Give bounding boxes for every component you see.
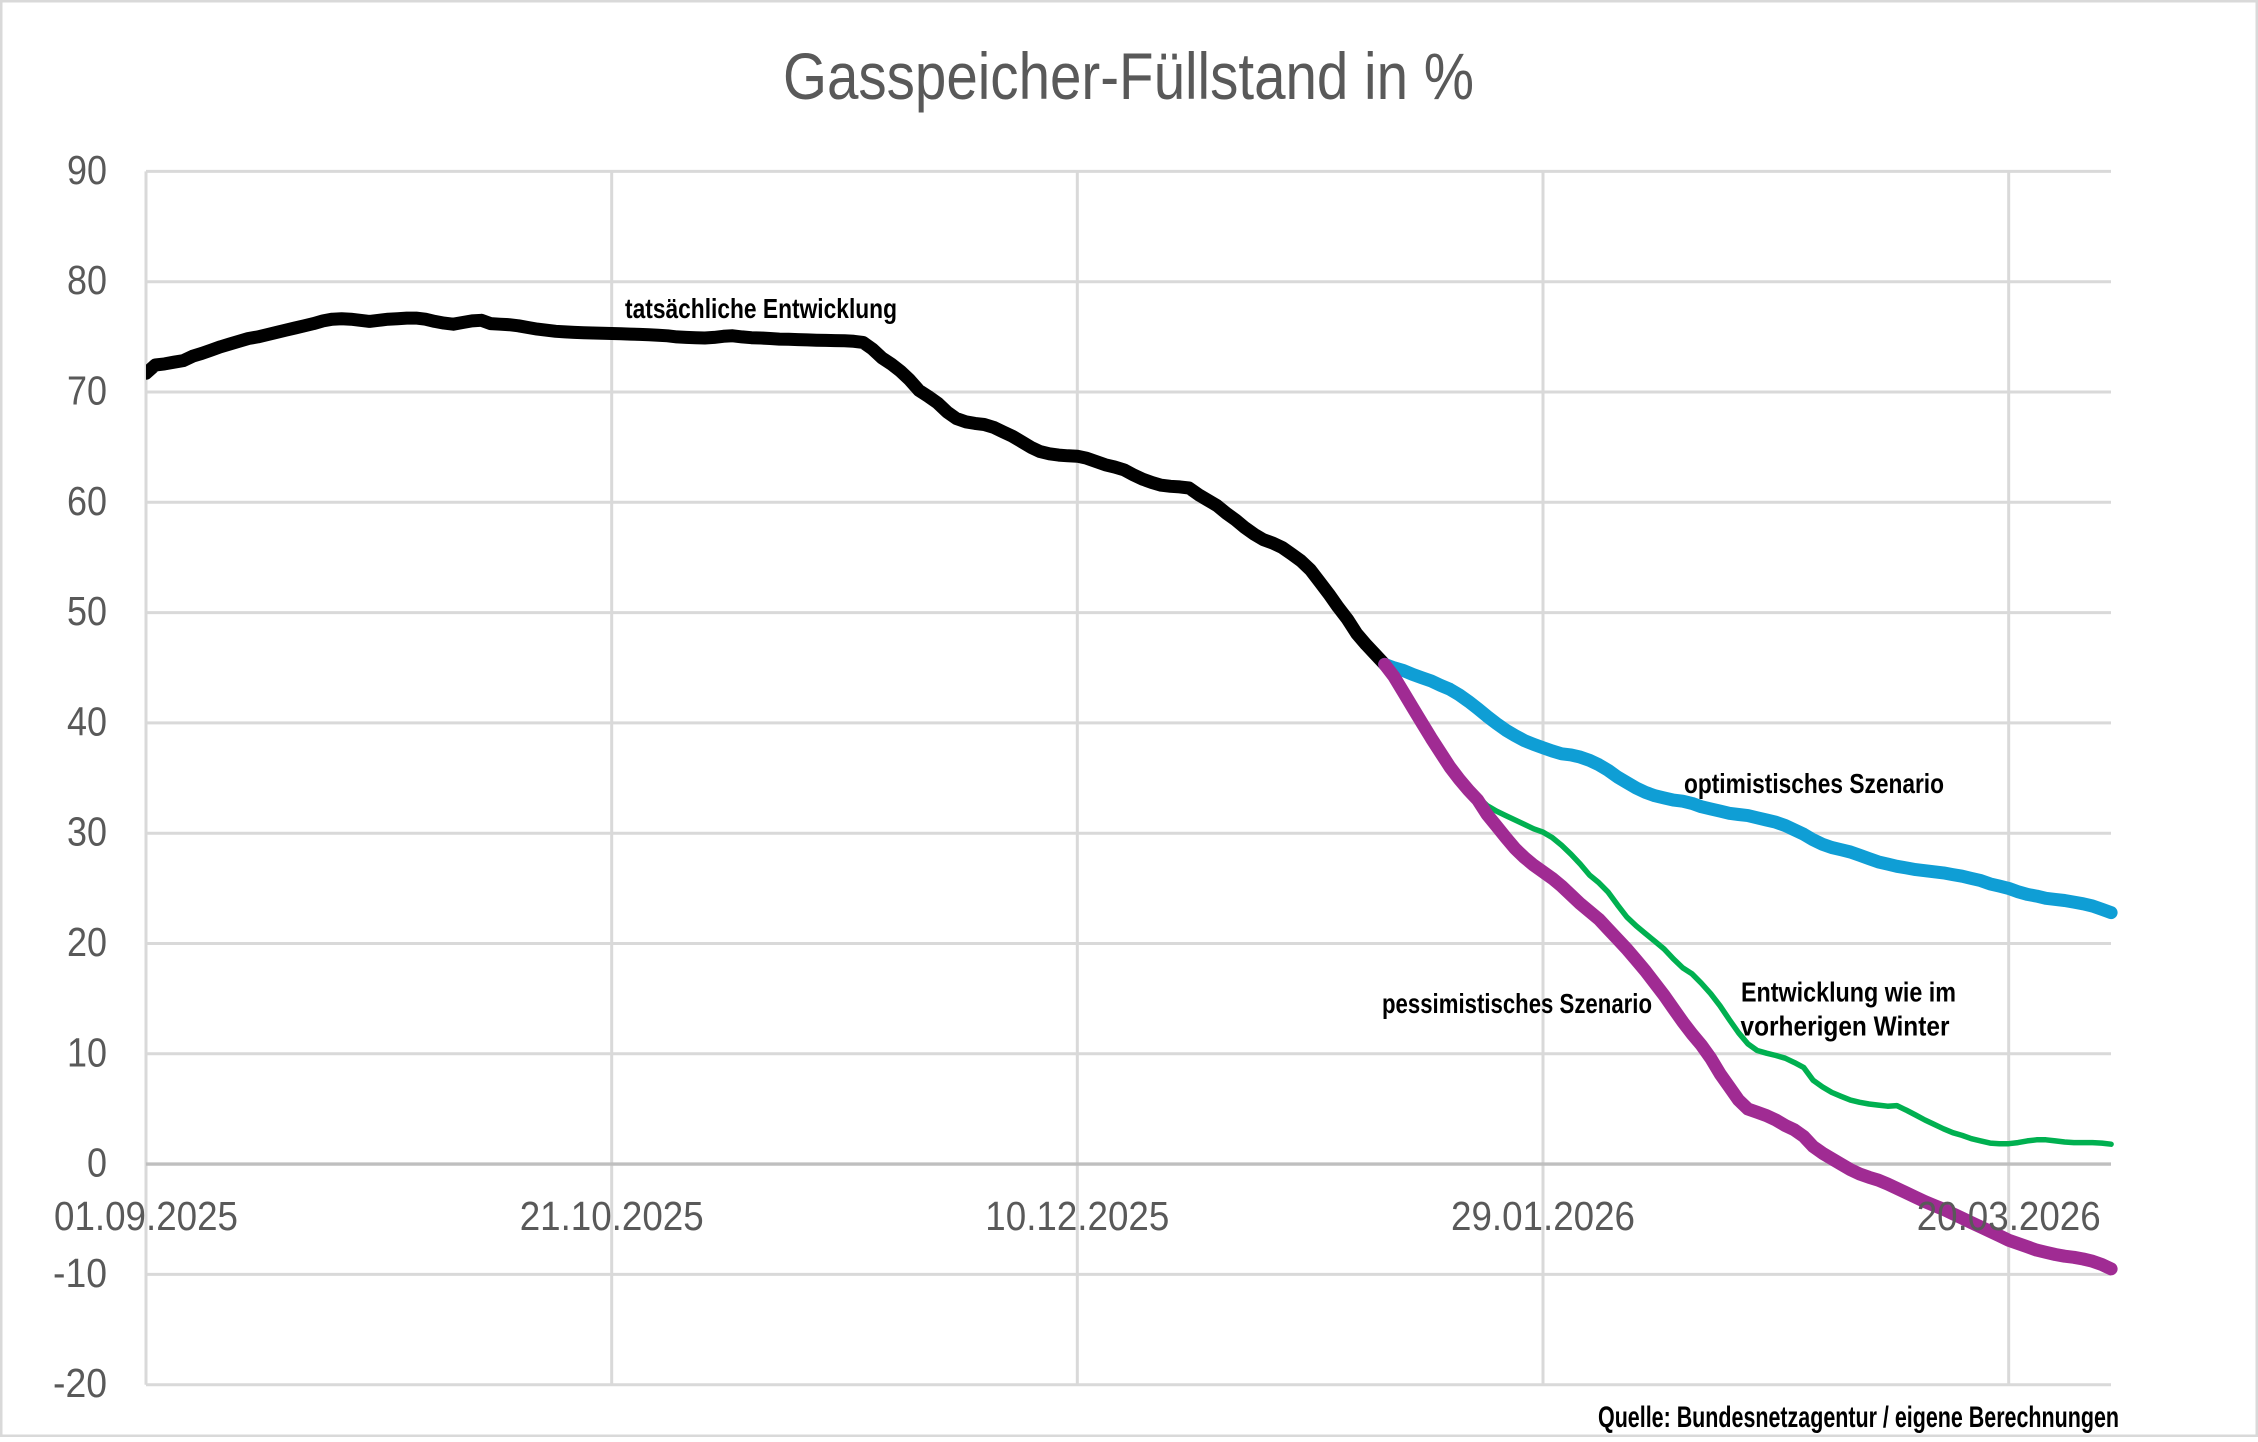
svg-text:20: 20 — [67, 919, 107, 965]
svg-text:tatsächliche Entwicklung: tatsächliche Entwicklung — [625, 293, 897, 324]
svg-text:80: 80 — [67, 257, 107, 303]
svg-text:Quelle: Bundesnetzagentur / ei: Quelle: Bundesnetzagentur / eigene Berec… — [1598, 1401, 2119, 1434]
svg-text:Gasspeicher-Füllstand in %: Gasspeicher-Füllstand in % — [783, 39, 1474, 113]
svg-text:-20: -20 — [53, 1360, 107, 1406]
svg-text:10.12.2025: 10.12.2025 — [985, 1193, 1169, 1239]
svg-text:vorherigen Winter: vorherigen Winter — [1741, 1010, 1950, 1041]
svg-text:20.03.2026: 20.03.2026 — [1917, 1193, 2101, 1239]
svg-text:Entwicklung wie im: Entwicklung wie im — [1741, 977, 1956, 1008]
svg-text:10: 10 — [67, 1029, 107, 1075]
svg-text:40: 40 — [67, 698, 107, 744]
svg-text:21.10.2025: 21.10.2025 — [520, 1193, 704, 1239]
svg-text:01.09.2025: 01.09.2025 — [54, 1193, 238, 1239]
svg-text:-10: -10 — [53, 1250, 107, 1296]
svg-text:30: 30 — [67, 809, 107, 855]
svg-text:90: 90 — [67, 147, 107, 193]
svg-text:pessimistisches Szenario: pessimistisches Szenario — [1382, 988, 1652, 1019]
svg-text:50: 50 — [67, 588, 107, 634]
svg-text:70: 70 — [67, 368, 107, 414]
svg-text:0: 0 — [87, 1140, 107, 1186]
svg-text:60: 60 — [67, 478, 107, 524]
svg-text:29.01.2026: 29.01.2026 — [1451, 1193, 1635, 1239]
svg-text:optimistisches Szenario: optimistisches Szenario — [1684, 768, 1944, 799]
